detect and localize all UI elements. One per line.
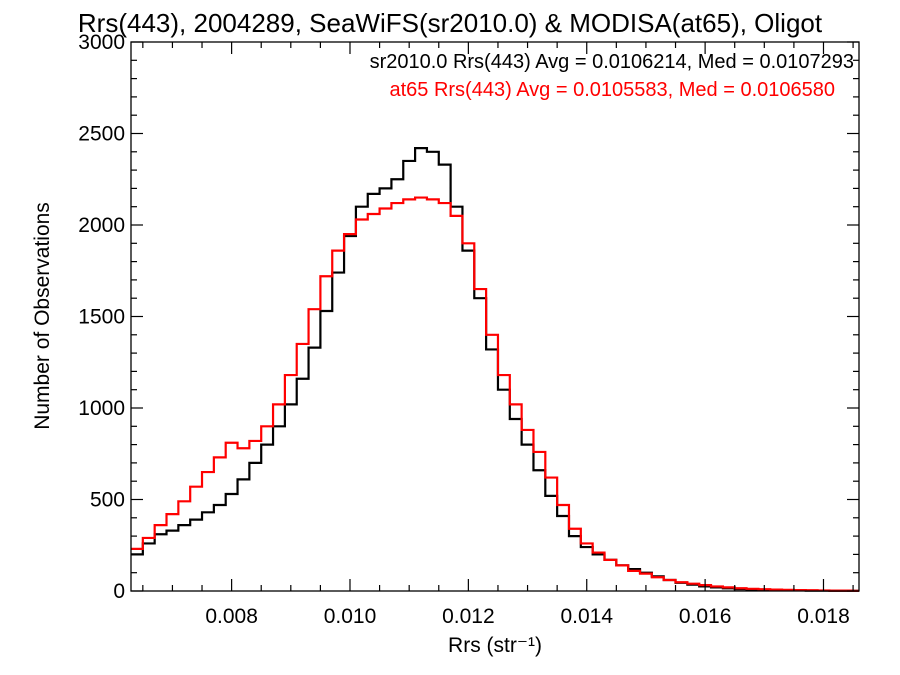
plot-frame [130,41,860,592]
x-tick-label: 0.018 [797,605,850,628]
y-tick-label: 2500 [78,123,125,146]
y-tick-label: 3000 [78,31,125,54]
x-tick-label: 0.010 [324,605,377,628]
series-line-sr2010-0 [131,147,859,592]
legend-entry-at65: at65 Rrs(443) Avg = 0.0105583, Med = 0.0… [389,79,835,101]
y-tick-label: 500 [90,489,125,512]
y-axis-ticks: 0 500 1000 1500 2000 2500 3000 [78,31,859,603]
chart-title: Rrs(443), 2004289, SeaWiFS(sr2010.0) & M… [78,8,823,38]
x-axis-ticks: 0.008 0.010 0.012 0.014 0.016 0.018 [142,42,854,628]
y-tick-label: 1500 [78,306,125,329]
legend-entry-sr2010: sr2010.0 Rrs(443) Avg = 0.0106214, Med =… [370,51,854,73]
y-tick-label: 2000 [78,214,125,237]
x-tick-label: 0.014 [560,605,613,628]
series-layer [131,147,859,592]
x-tick-label: 0.016 [679,605,732,628]
y-tick-label: 0 [113,580,125,603]
x-axis-label: Rrs (str⁻¹) [448,634,542,657]
x-tick-label: 0.008 [205,605,258,628]
x-tick-label: 0.012 [442,605,495,628]
series-line-at65 [131,196,859,592]
y-axis-label: Number of Observations [31,202,54,430]
y-tick-label: 1000 [78,397,125,420]
